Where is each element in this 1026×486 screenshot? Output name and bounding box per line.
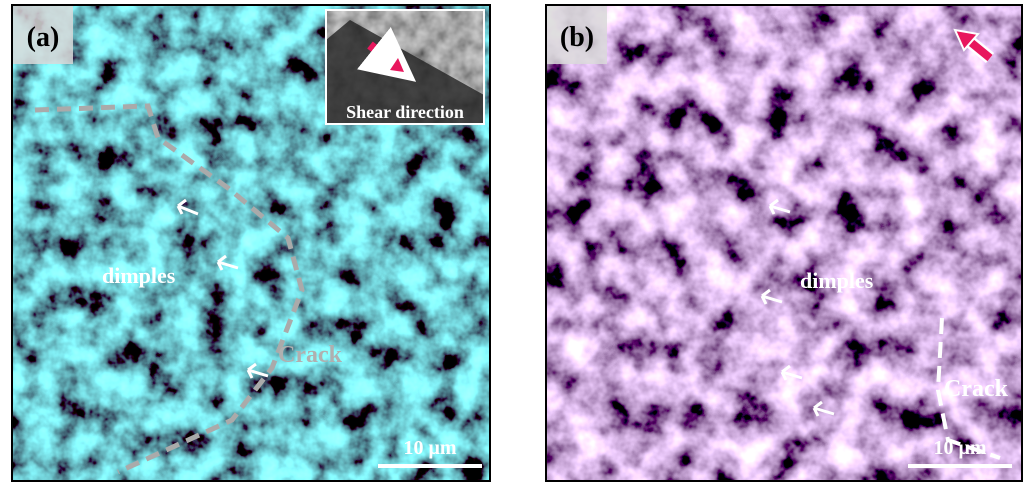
inset-caption: Shear direction [346, 102, 464, 122]
annotation: dimples [102, 263, 176, 288]
annotation: Crack [944, 376, 1009, 402]
scale-label: 10 μm [934, 437, 987, 459]
inset: Shear direction [326, 10, 484, 124]
annotation: Crack [278, 342, 343, 368]
sem-texture [546, 5, 1022, 481]
scale-label: 10 μm [404, 437, 457, 459]
panel-a: (a) Shear direction dimples Crack 10 μm [12, 5, 490, 481]
annotation: dimples [800, 268, 874, 293]
panel-label: (b) [560, 22, 594, 53]
panel-b: (b) dimples Crack 10 μm [546, 5, 1022, 481]
figure: (a) Shear direction dimples Crack 10 μm … [0, 0, 1026, 486]
panel-label: (a) [27, 22, 60, 53]
